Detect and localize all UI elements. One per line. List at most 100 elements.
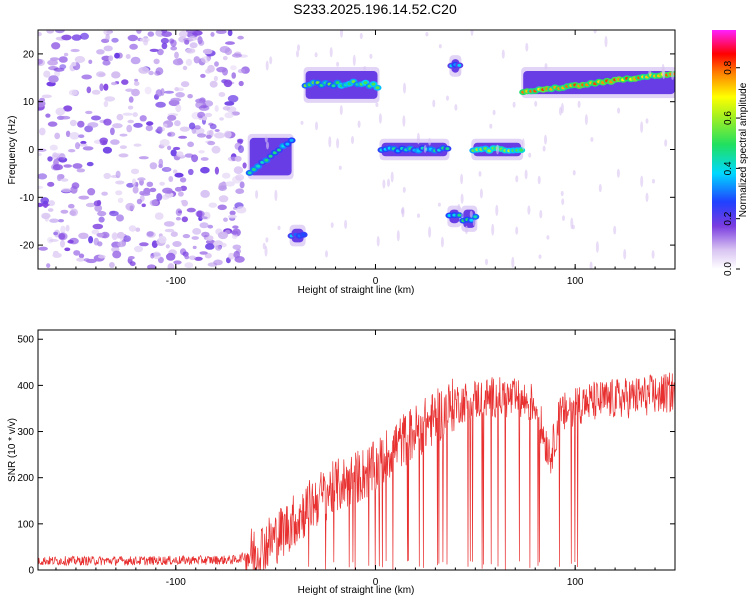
snr-y-tick-label: 400 (17, 381, 34, 392)
snr-y-label: SNR (10 * v/v) (7, 418, 18, 482)
spectrogram-speckle (437, 202, 441, 207)
spectrogram-speckle (645, 192, 649, 202)
spectrogram-feature (459, 205, 480, 232)
spectrogram-speckle (590, 137, 594, 142)
colorbar-tick-label: 0.6 (723, 111, 734, 125)
spectrogram-speckle (485, 258, 488, 266)
spectrogram-speckle (265, 60, 269, 71)
spectrogram-speckle (489, 123, 493, 129)
snr-series (38, 372, 675, 570)
snr-y-tick-label: 100 (17, 519, 34, 530)
spectrogram-speckle (589, 261, 593, 269)
spectrogram-speckle (357, 120, 361, 128)
colorbar-tick-label: 0.4 (723, 161, 734, 175)
spectrogram-speckle (562, 215, 565, 221)
spectrogram-speckle (460, 173, 464, 185)
spectrogram-speckle (546, 235, 550, 240)
spectrogram-speckle (472, 219, 476, 227)
colorbar-tick-label: 0.8 (723, 60, 734, 74)
spectrogram-speckle (527, 205, 531, 215)
spectrogram-y-tick-label: 0 (28, 145, 34, 156)
spectrogram-feature (447, 55, 464, 77)
spectrogram-speckle (329, 47, 333, 58)
spectrogram-speckle (338, 165, 342, 170)
spectrogram-speckle (560, 190, 564, 197)
spectrogram-speckle (417, 213, 420, 218)
spectrogram-speckle (325, 250, 328, 258)
spectrogram-speckle (351, 135, 354, 145)
spectrogram-y-tick-label: -20 (20, 241, 35, 252)
spectrogram-feature (287, 224, 308, 247)
spectrogram-speckle (336, 138, 340, 149)
spectrogram-speckle (344, 219, 348, 229)
spectrogram-image (38, 30, 675, 269)
spectrogram-speckle (539, 210, 543, 219)
spectrogram-speckle (577, 100, 581, 108)
spectrogram-speckle (401, 206, 405, 218)
spectrogram-speckle (265, 237, 269, 243)
spectrogram-speckle (314, 52, 318, 58)
spectrogram-speckle (469, 210, 473, 218)
spectrogram-feature (38, 30, 250, 269)
spectrogram-speckle (595, 241, 599, 253)
spectrogram-speckle (416, 132, 420, 145)
spectrogram-speckle (470, 30, 474, 37)
spectrogram-speckle (604, 35, 608, 48)
spectrogram-speckle (511, 256, 515, 268)
spectrogram-speckle (492, 109, 496, 116)
spectrogram-speckle (542, 145, 546, 152)
spectrogram-speckle (315, 121, 318, 131)
spectrogram-speckle (330, 222, 334, 228)
colorbar-label: Normalized spectral amplitude (738, 82, 749, 217)
spectrogram-speckle (438, 44, 442, 49)
spectrogram-speckle (544, 63, 548, 70)
spectrogram-speckle (264, 135, 268, 143)
spectrogram-feature (445, 205, 464, 228)
spectrogram-speckle (501, 49, 505, 59)
spectrogram-speckle (515, 226, 519, 235)
snr-x-label: Height of straight line (km) (298, 585, 415, 596)
spectrogram-speckle (255, 190, 259, 199)
spectrogram-speckle (274, 189, 278, 202)
snr-line (38, 372, 675, 570)
spectrogram-speckle (651, 250, 655, 259)
spectrogram-speckle (375, 102, 379, 108)
spectrogram-speckle (515, 175, 519, 183)
spectrogram-speckle (479, 188, 483, 199)
spectrogram-x-tick-label: 100 (567, 276, 584, 287)
snr-frame (37, 329, 676, 571)
spectrogram-speckle (640, 121, 644, 133)
spectrogram-speckle (454, 104, 458, 111)
snr-x-tick-label: 0 (373, 577, 379, 588)
spectrogram-speckle (423, 145, 427, 153)
spectrogram-speckle (432, 99, 436, 108)
spectrogram-speckle (352, 54, 356, 66)
spectrogram-speckle (403, 82, 406, 94)
spectrogram-speckle (378, 113, 382, 124)
spectrogram-speckle (369, 53, 373, 59)
chart-title: S233.2025.196.14.52.C20 (293, 1, 457, 17)
spectrogram-speckle (584, 114, 588, 126)
spectrogram-speckle (269, 56, 273, 65)
spectrogram-feature (301, 67, 382, 103)
spectrogram-speckle (264, 245, 268, 257)
spectrogram-speckle (446, 95, 449, 101)
spectrogram-speckle (457, 204, 461, 213)
spectrogram-x-tick-label: 0 (373, 276, 379, 287)
colorbar-tick-label: 0.0 (723, 262, 734, 276)
spectrogram-speckle (538, 254, 542, 259)
spectrogram-speckle (496, 144, 499, 155)
snr-y-tick-label: 200 (17, 473, 34, 484)
snr-y-tick-label: 300 (17, 427, 34, 438)
snr-y-tick-label: 500 (17, 335, 34, 346)
spectrogram-speckle (387, 178, 390, 187)
spectrogram-speckle (363, 66, 367, 71)
spectrogram-speckle (297, 44, 300, 52)
spectrogram-speckle (623, 249, 627, 260)
spectrogram-y-tick-label: -10 (20, 193, 35, 204)
spectrogram-speckle (328, 136, 332, 148)
spectrogram-speckle (390, 171, 394, 183)
spectrogram-speckle (524, 169, 528, 180)
spectrogram-speckle (613, 225, 617, 235)
